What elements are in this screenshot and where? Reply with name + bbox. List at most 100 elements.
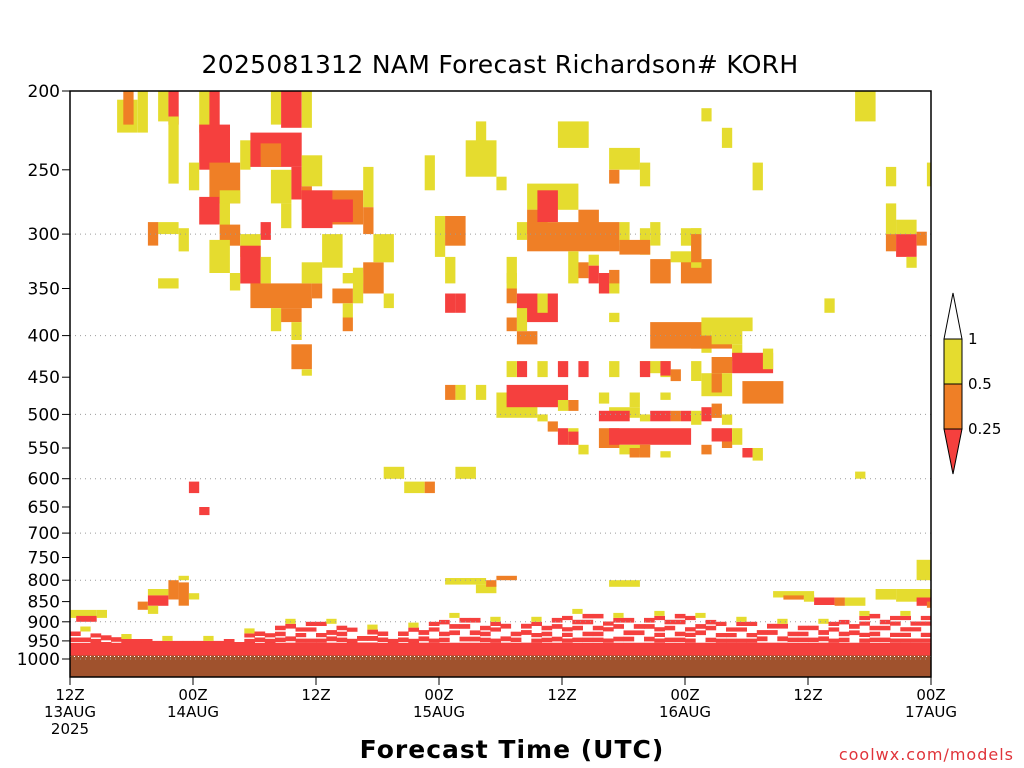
y-tick-label: 750 [28, 549, 60, 569]
band-stripe [510, 637, 522, 643]
ri-cell [434, 216, 446, 257]
ri-cell [650, 410, 671, 422]
ri-cell [291, 166, 302, 200]
band-stripe [336, 631, 348, 637]
ri-cell [424, 155, 435, 191]
band-stripe [664, 619, 676, 625]
x-tick-label: 17AUG [905, 703, 957, 721]
ri-cell [465, 140, 497, 177]
band-stripe [654, 632, 665, 637]
ri-cell [445, 216, 466, 246]
ri-cell [311, 283, 323, 299]
ri-cell [209, 239, 230, 273]
ri-cell [404, 481, 425, 494]
y-tick-label: 500 [28, 405, 60, 425]
ri-cell [721, 414, 733, 425]
ri-cell [76, 615, 97, 622]
ri-cell [168, 116, 179, 184]
band-stripe [900, 638, 911, 643]
ri-cell [844, 597, 866, 606]
ri-cell [814, 597, 835, 605]
ri-cell [578, 361, 589, 378]
band-stripe [254, 631, 266, 636]
band-stripe [787, 637, 799, 643]
ri-cell [588, 265, 599, 284]
band-stripe [490, 621, 501, 626]
ri-cell [178, 582, 189, 606]
x-tick-label: 12Z [547, 686, 576, 704]
band-stripe [459, 624, 471, 629]
band-stripe [459, 617, 471, 623]
band-solid [70, 642, 931, 656]
band-stripe [633, 624, 645, 629]
band-stripe [746, 638, 758, 643]
band-stripe [346, 638, 358, 643]
band-stripe [828, 621, 840, 626]
ri-cell [834, 597, 845, 606]
band-stripe [367, 636, 378, 641]
ri-cell [506, 288, 517, 304]
ri-cell [557, 361, 569, 378]
y-tick-label: 850 [28, 593, 60, 613]
band-stripe [70, 637, 81, 642]
band-stripe [910, 621, 922, 626]
ri-cell [639, 162, 651, 187]
ri-cell [516, 308, 528, 332]
ri-cell [701, 444, 712, 455]
band-stripe [172, 640, 184, 645]
band-stripe [469, 630, 481, 636]
band-stripe [633, 630, 645, 636]
band-stripe [244, 638, 255, 643]
band-stripe [572, 625, 583, 631]
band-stripe [316, 621, 327, 626]
ri-cell [301, 369, 312, 376]
band-stripe [80, 637, 91, 642]
x-tick-label: 00Z [670, 686, 699, 704]
band-stripe [541, 631, 553, 637]
band-stripe [664, 637, 676, 643]
band-stripe [295, 638, 307, 643]
band-stripe [592, 637, 604, 643]
band-stripe [213, 640, 225, 645]
band-stripe [613, 617, 624, 623]
band-stripe [367, 629, 378, 635]
band-stripe [480, 631, 491, 637]
band-stripe [285, 636, 296, 642]
colorbar-bottom-triangle [943, 428, 963, 475]
band-cap [531, 616, 542, 622]
ri-cell [670, 251, 692, 263]
band-stripe [869, 613, 881, 619]
ri-cell [701, 317, 753, 332]
ri-cell [742, 381, 784, 404]
ri-cell [137, 601, 148, 610]
band-stripe [162, 640, 173, 645]
ri-cell [516, 222, 528, 240]
ri-cell [240, 245, 261, 284]
y-tick-label: 900 [28, 613, 60, 633]
ri-cell [639, 361, 651, 378]
ri-cell [178, 575, 189, 581]
x-tick-label: 00Z [178, 686, 207, 704]
y-tick-label: 450 [28, 368, 60, 388]
ri-cell [732, 352, 774, 374]
band-stripe [838, 637, 850, 643]
band-stripe [869, 625, 881, 631]
ri-cell [926, 601, 931, 608]
ri-cell [578, 262, 589, 279]
band-stripe [223, 639, 235, 644]
band-stripe [920, 615, 932, 621]
band-stripe [336, 637, 348, 643]
band-stripe [408, 627, 419, 632]
colorbar-label: 0.25 [968, 420, 1001, 438]
band-stripe [746, 633, 758, 638]
band-stripe [644, 617, 655, 623]
band-stripe [797, 631, 809, 637]
band-stripe [305, 621, 317, 626]
ri-cell [123, 91, 134, 125]
ri-cell [547, 421, 558, 432]
band-stripe [469, 636, 481, 642]
ri-cell [609, 169, 620, 184]
band-stripe [264, 633, 276, 638]
band-stripe [90, 638, 102, 643]
ri-cell [742, 448, 753, 458]
